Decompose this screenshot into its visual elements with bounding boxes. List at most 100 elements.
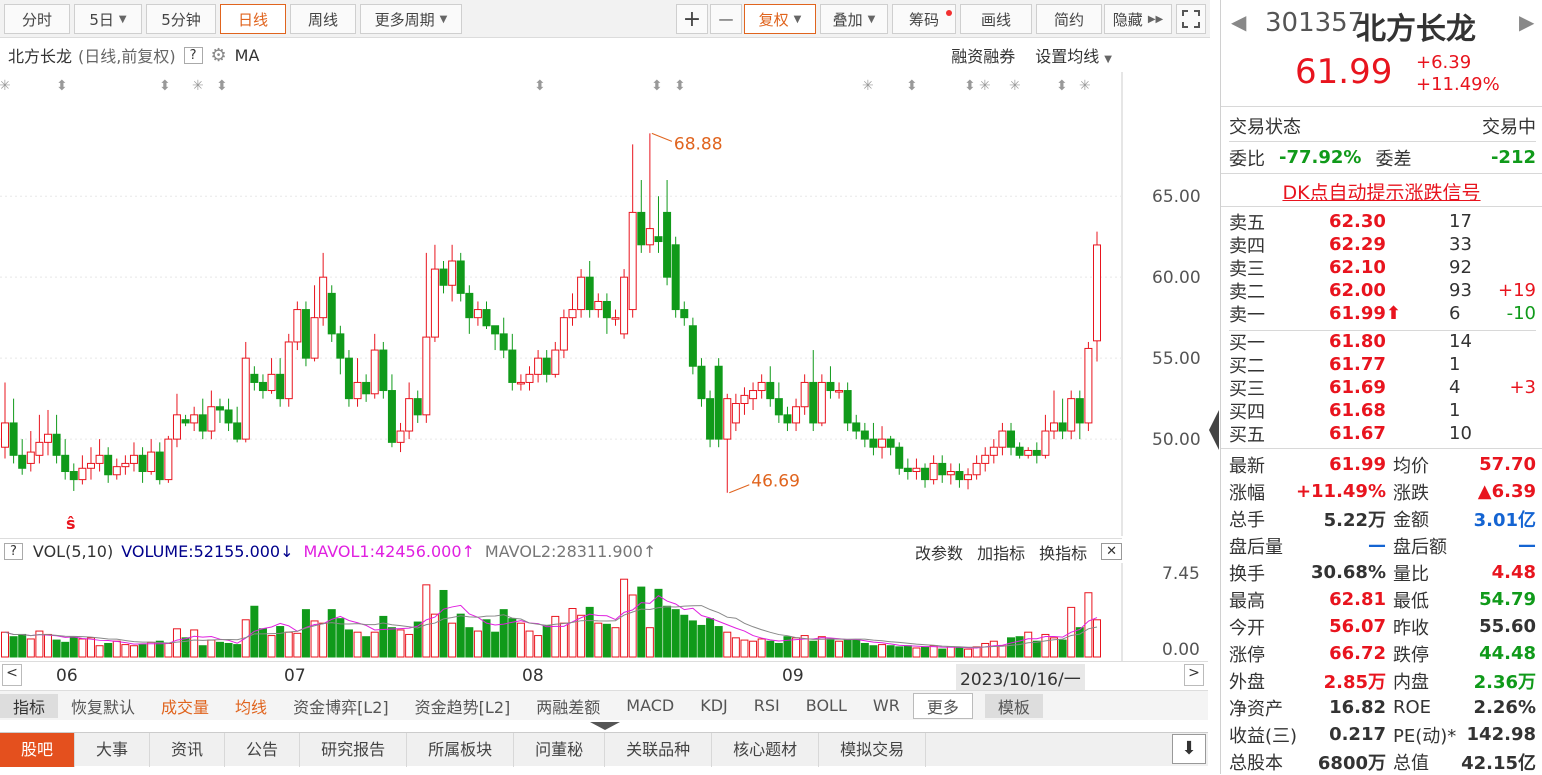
prev-stock-icon[interactable]: ◀ <box>1231 10 1247 34</box>
bottom-tab[interactable]: 资讯 <box>150 732 226 767</box>
hide-button[interactable]: 隐藏 ▶▶ <box>1104 4 1172 34</box>
order-volume: 14 <box>1449 331 1472 352</box>
volume-bar <box>138 644 147 658</box>
tab-weekly[interactable]: 周线 <box>290 4 356 34</box>
candle-body <box>267 373 276 392</box>
indicator-tab[interactable]: KDJ <box>700 696 728 715</box>
help-icon[interactable]: ? <box>183 46 203 64</box>
candle-body <box>155 451 164 481</box>
candle-body <box>843 390 852 424</box>
arrow-marker-icon: ⬍ <box>534 78 546 94</box>
volume-bar <box>817 636 826 658</box>
tab-5day[interactable]: 5日 ▼ <box>74 4 142 34</box>
ma-label[interactable]: MA <box>234 45 260 65</box>
chevron-down-icon: ▼ <box>118 13 127 25</box>
order-level-label: 卖三 <box>1229 258 1265 280</box>
bottom-tab[interactable]: 研究报告 <box>300 732 408 767</box>
volume-bar <box>413 621 422 658</box>
tab-5min[interactable]: 5分钟 <box>146 4 216 34</box>
switch-indicator-button[interactable]: 换指标 <box>1039 543 1088 563</box>
next-stock-icon[interactable]: ▶ <box>1519 10 1535 34</box>
tab-daily[interactable]: 日线 <box>220 4 286 34</box>
draw-button[interactable]: 画线 <box>960 4 1032 34</box>
volume-bar <box>499 609 508 658</box>
bottom-tab[interactable]: 模拟交易 <box>819 732 927 767</box>
candle-body <box>654 236 663 243</box>
bottom-tab[interactable]: 股吧 <box>0 732 76 767</box>
volume-bar <box>723 631 732 658</box>
fullscreen-button[interactable] <box>1176 4 1206 34</box>
volume-bar <box>671 609 680 658</box>
fuquan-dropdown[interactable]: 复权 ▼ <box>744 4 816 34</box>
indicator-tab[interactable]: WR <box>872 696 900 715</box>
zoom-out-button[interactable]: — <box>710 4 742 34</box>
zoom-in-button[interactable]: + <box>676 4 708 34</box>
volume-bar <box>714 626 723 658</box>
overlay-dropdown[interactable]: 叠加 ▼ <box>820 4 888 34</box>
order-price: 61.69 <box>1329 377 1386 398</box>
order-price: 61.67 <box>1329 423 1386 444</box>
indicator-tab[interactable]: 恢复默认 <box>71 697 136 717</box>
indicator-tab[interactable]: 两融差额 <box>536 697 601 717</box>
order-volume: 1 <box>1449 400 1461 421</box>
indicator-tab[interactable]: 资金趋势[L2] <box>414 697 511 717</box>
indicator-tab[interactable]: 模板 <box>984 693 1043 718</box>
indicator-tab[interactable]: RSI <box>753 696 780 715</box>
volume-bar <box>1015 636 1024 658</box>
candle-body <box>181 419 190 424</box>
chips-button[interactable]: 筹码 <box>892 4 956 34</box>
bottom-tab[interactable]: 公告 <box>225 732 301 767</box>
indicator-tab[interactable]: 均线 <box>235 697 268 717</box>
indicator-tab[interactable]: 成交量 <box>161 697 210 717</box>
add-indicator-button[interactable]: 加指标 <box>977 543 1026 563</box>
simple-button[interactable]: 简约 <box>1036 4 1102 34</box>
candle-body <box>577 276 586 311</box>
volume-bar <box>903 645 912 658</box>
indicator-tab[interactable]: 指标 <box>0 693 59 718</box>
set-ma-button[interactable]: 设置均线 ▼ <box>1035 43 1112 67</box>
chevron-down-icon: ▼ <box>793 13 802 25</box>
margin-trading-button[interactable]: 融资融券 <box>951 47 1016 66</box>
indicator-tab[interactable]: MACD <box>626 696 675 715</box>
scroll-right-button[interactable]: > <box>1184 664 1204 686</box>
order-book-row: 买二 61.77 1 <box>1229 353 1536 377</box>
volume-bar <box>61 641 70 658</box>
weicha-value: -212 <box>1490 147 1536 168</box>
bottom-tab[interactable]: 核心题材 <box>712 732 820 767</box>
volume-bar <box>69 636 78 658</box>
volume-bar <box>129 645 138 658</box>
vol-help-icon[interactable]: ? <box>4 543 23 560</box>
dk-signal-link[interactable]: DK点自动提示涨跌信号 <box>1282 182 1481 204</box>
bottom-tab[interactable]: 问董秘 <box>514 732 606 767</box>
stock-name: 北方长龙 <box>1356 12 1476 47</box>
indicator-tab[interactable]: 更多 <box>912 692 973 719</box>
volume-bar <box>319 622 328 658</box>
more-periods-dropdown[interactable]: 更多周期 ▼ <box>360 4 462 34</box>
scroll-left-button[interactable]: < <box>2 664 22 686</box>
stat-row: 最高 62.81 最低 54.79 <box>1229 588 1536 612</box>
bottom-tab[interactable]: 所属板块 <box>407 732 515 767</box>
candle-body <box>473 309 482 319</box>
modify-params-button[interactable]: 改参数 <box>915 543 964 563</box>
indicator-tab[interactable]: BOLL <box>805 696 847 715</box>
collapse-icon[interactable] <box>590 722 620 730</box>
download-icon[interactable]: ⬇ <box>1172 734 1206 764</box>
bottom-tab[interactable]: 关联品种 <box>605 732 713 767</box>
collapse-right-icon[interactable] <box>1209 410 1219 450</box>
volume-chart[interactable]: 7.45 0.00 <box>0 563 1200 661</box>
volume-bar <box>620 578 629 658</box>
candle-body <box>964 474 973 481</box>
order-level-label: 买三 <box>1229 378 1265 400</box>
stat-value: 4.48 <box>1491 562 1536 583</box>
gear-icon[interactable]: ⚙ <box>210 44 227 66</box>
tab-fenshi[interactable]: 分时 <box>4 4 70 34</box>
candle-body <box>525 373 534 383</box>
order-delta: +19 <box>1498 280 1536 301</box>
volume-bar <box>1058 639 1067 658</box>
close-icon[interactable]: ✕ <box>1101 543 1122 560</box>
candle-body <box>69 471 78 481</box>
bottom-tab[interactable]: 大事 <box>75 732 151 767</box>
indicator-tab[interactable]: 资金博弈[L2] <box>293 697 389 717</box>
candle-body <box>439 268 448 286</box>
